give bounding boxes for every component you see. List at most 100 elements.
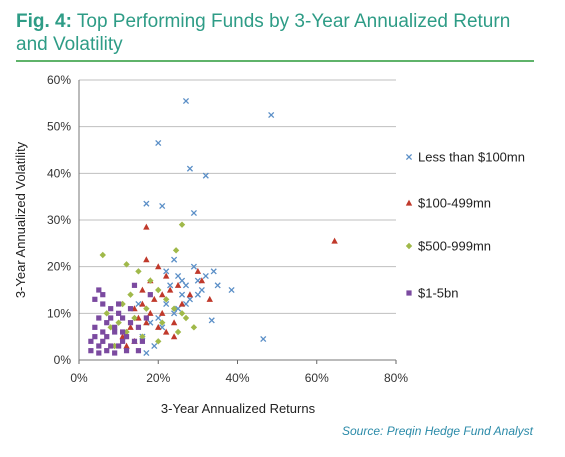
data-point (147, 309, 154, 316)
y-axis-label: 3-Year Annualized Volatility (13, 141, 28, 298)
data-point (100, 329, 106, 335)
data-point (166, 286, 174, 293)
data-point (119, 329, 126, 335)
x-tick-label: 60% (305, 371, 329, 385)
data-point (194, 291, 201, 298)
data-point (135, 324, 142, 330)
data-point (198, 277, 206, 284)
data-point (170, 305, 178, 312)
data-point (214, 282, 221, 289)
data-point (143, 319, 150, 326)
data-point (96, 350, 102, 356)
legend-entry: Less than $100mn (418, 150, 525, 165)
data-point (194, 267, 202, 274)
x-tick-label: 0% (70, 371, 88, 385)
data-point (131, 314, 138, 322)
x-tick-labels: 0% 20% 40% 60% 80% (70, 371, 408, 385)
data-point (171, 256, 178, 263)
data-point (100, 338, 106, 344)
x-axis-label: 3-Year Annualized Returns (161, 401, 316, 416)
data-point (96, 287, 102, 293)
data-point (139, 286, 146, 293)
series-0 (135, 97, 275, 357)
y-tick-labels: 0% 10% 20% 30% 40% 50% 60% (47, 73, 71, 367)
data-point (202, 172, 209, 179)
legend-entry: $1-5bn (418, 286, 458, 301)
y-tick-label: 0% (54, 353, 72, 367)
data-point (174, 281, 182, 288)
data-point (135, 314, 142, 321)
data-point (190, 209, 197, 217)
y-tick-label: 60% (47, 73, 71, 87)
data-point (92, 334, 98, 340)
data-point (155, 139, 162, 147)
source-note: Source: Preqin Hedge Fund Analyst (342, 424, 533, 438)
data-point (155, 263, 162, 270)
data-point (123, 261, 130, 268)
data-point (210, 268, 217, 275)
data-point (139, 338, 145, 344)
y-tick-label: 50% (47, 120, 71, 134)
data-point (208, 317, 215, 324)
data-point (186, 291, 194, 298)
data-point (135, 348, 142, 354)
data-point (151, 295, 158, 302)
data-point (163, 300, 170, 308)
legend-marker (405, 153, 413, 161)
title-divider (16, 60, 534, 62)
y-tick-label: 10% (47, 306, 71, 320)
legend-entry: $500-999mn (418, 239, 491, 254)
data-point (143, 349, 150, 357)
data-point (135, 268, 142, 275)
data-point (112, 350, 118, 356)
data-point (108, 343, 114, 349)
data-point (99, 251, 106, 259)
data-point (159, 319, 166, 326)
data-point (143, 256, 150, 263)
data-point (119, 315, 126, 321)
data-point (178, 291, 186, 298)
data-point (123, 334, 130, 340)
data-point (127, 291, 134, 298)
data-point (143, 200, 150, 207)
data-point (162, 272, 170, 279)
data-point (182, 314, 190, 322)
data-point (162, 296, 170, 303)
data-point (151, 342, 158, 350)
data-point (108, 306, 114, 312)
data-point (170, 333, 178, 340)
data-point (92, 324, 98, 330)
data-point (155, 286, 162, 294)
legend-marker (405, 199, 413, 206)
data-point (182, 97, 190, 105)
data-point (206, 295, 213, 302)
data-point (112, 329, 118, 335)
series-1 (119, 223, 338, 349)
data-point (116, 301, 122, 307)
data-point (127, 320, 134, 326)
series-3 (88, 282, 153, 356)
data-point (178, 310, 186, 317)
data-point (123, 342, 130, 349)
data-point (202, 272, 209, 280)
data-point (167, 282, 174, 289)
grid-lines (79, 79, 396, 314)
data-point (174, 328, 182, 336)
data-point (178, 221, 186, 228)
x-tick-label: 20% (146, 371, 170, 385)
data-point (139, 300, 146, 307)
data-point (131, 282, 138, 288)
data-point (127, 323, 134, 330)
data-point (186, 165, 194, 172)
data-point (143, 315, 149, 321)
legend-marker (405, 242, 413, 250)
data-point (100, 301, 106, 307)
data-point (178, 300, 186, 307)
data-point (178, 277, 186, 284)
data-point (147, 292, 153, 298)
data-point (159, 202, 166, 210)
data-point (103, 310, 110, 317)
data-point (116, 310, 122, 316)
series-2 (99, 221, 198, 350)
data-point (92, 296, 98, 302)
